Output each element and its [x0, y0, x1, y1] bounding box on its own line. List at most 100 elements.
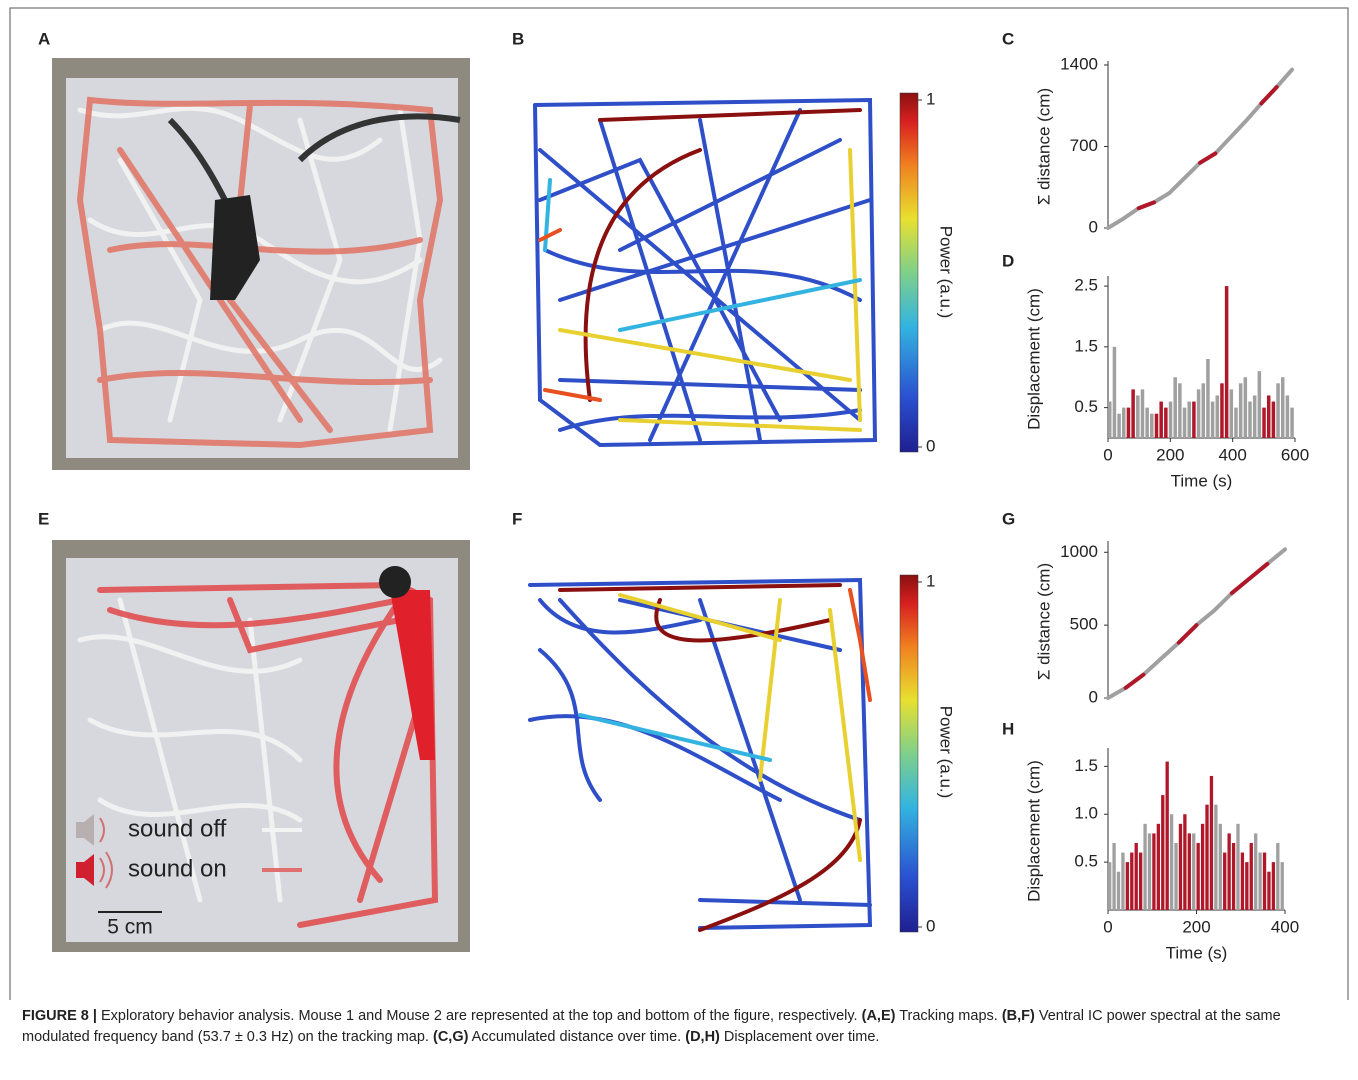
colorbar: [899, 574, 919, 933]
y-tick-label: 1000: [1060, 542, 1098, 561]
bar: [1229, 389, 1234, 438]
bar: [1178, 823, 1183, 910]
y-tick-label: 2.5: [1074, 276, 1098, 295]
bar: [1134, 842, 1138, 910]
bar: [1143, 823, 1147, 910]
bar: [1254, 833, 1258, 910]
bar: [1227, 833, 1231, 910]
line: [1136, 85, 1279, 211]
legend: sound off sound on 5 cm: [76, 814, 302, 939]
y-tick-label: 0: [1089, 687, 1098, 706]
bar: [1271, 401, 1276, 438]
y-axis-label: Σ distance (cm): [1034, 88, 1053, 205]
bar: [1152, 833, 1156, 910]
bar: [1243, 377, 1248, 438]
bar: [1117, 413, 1121, 438]
y-tick-label: 1400: [1060, 54, 1098, 73]
colorbar-tick-label: 0: [926, 436, 935, 455]
x-axis-label: Time (s): [1166, 943, 1228, 962]
bar: [1187, 401, 1191, 438]
caption-text: (C,G): [432, 1029, 469, 1045]
caption-text: Displacement over time.: [719, 1029, 880, 1045]
bar: [1236, 823, 1240, 910]
bar: [1276, 383, 1280, 438]
bar: [1165, 761, 1169, 910]
bar: [1196, 842, 1200, 910]
x-axis-label: Time (s): [1171, 471, 1233, 490]
bar: [1182, 407, 1187, 438]
bar: [1159, 401, 1163, 438]
bar: [1192, 401, 1196, 438]
bar: [1145, 407, 1149, 438]
bar: [1252, 395, 1257, 438]
bar: [1161, 795, 1165, 910]
bar: [1262, 407, 1266, 438]
bar: [1154, 413, 1159, 438]
y-axis-label: Displacement (cm): [1024, 760, 1043, 902]
bar: [1266, 395, 1271, 438]
colorbar-tick-label: 1: [926, 571, 935, 590]
bar: [1147, 833, 1152, 910]
bar: [1116, 871, 1121, 910]
bar: [1150, 413, 1154, 438]
bar: [1187, 833, 1191, 910]
bar: [1196, 389, 1201, 438]
bar: [1267, 871, 1271, 910]
y-tick-label: 500: [1070, 615, 1098, 634]
bar: [1156, 823, 1160, 910]
bar: [1258, 852, 1262, 910]
bar: [1249, 842, 1253, 910]
caption-text: Accumulated distance over time.: [468, 1029, 686, 1045]
bar: [1192, 833, 1196, 910]
caption-text: (D,H): [685, 1029, 720, 1045]
caption-text: Tracking maps.: [895, 1008, 1002, 1024]
line: [1106, 67, 1294, 230]
bar: [1234, 407, 1238, 438]
figure-frame: [9, 7, 1349, 1000]
caption-text: FIGURE 8 |: [22, 1008, 97, 1024]
legend-label: sound off: [128, 815, 227, 842]
colorbar-label: Power (a.u.): [937, 226, 956, 319]
bar: [1240, 852, 1245, 910]
bar: [1112, 346, 1117, 438]
bar: [1138, 852, 1143, 910]
bar: [1238, 383, 1243, 438]
panel-label: D: [1002, 251, 1014, 270]
bar: [1178, 383, 1182, 438]
x-tick-label: 400: [1218, 445, 1246, 464]
bar: [1164, 407, 1168, 438]
bar: [1245, 862, 1249, 910]
bar: [1112, 842, 1116, 910]
x-tick-label: 400: [1271, 917, 1299, 936]
caption-text: Exploratory behavior analysis. Mouse 1 a…: [96, 1008, 862, 1024]
bar: [1276, 842, 1280, 910]
bar: [1125, 862, 1130, 910]
bar: [1285, 395, 1290, 438]
bar: [1218, 823, 1222, 910]
y-tick-label: 0.5: [1074, 397, 1098, 416]
tracking-map-b: [533, 97, 878, 448]
photo-e: [52, 540, 470, 952]
legend-label: sound on: [128, 855, 227, 882]
y-tick-label: 0: [1089, 217, 1098, 236]
photo-a: [52, 58, 470, 470]
bar: [1126, 407, 1131, 438]
bar: [1173, 377, 1177, 438]
x-tick-label: 200: [1182, 917, 1210, 936]
bar: [1280, 862, 1284, 910]
y-axis-label: Displacement (cm): [1024, 288, 1043, 430]
bar: [1131, 389, 1135, 438]
bar: [1130, 852, 1134, 910]
colorbar: [899, 92, 919, 453]
colorbar-label: Power (a.u.): [937, 706, 956, 799]
bar: [1210, 401, 1215, 438]
tracking-map-f: [528, 577, 873, 932]
line: [1123, 561, 1270, 690]
bar: [1209, 775, 1214, 910]
bar: [1257, 371, 1262, 438]
y-tick-label: 1.0: [1074, 804, 1098, 823]
bar: [1223, 852, 1227, 910]
panel-label: H: [1002, 719, 1014, 738]
y-tick-label: 0.5: [1074, 852, 1098, 871]
